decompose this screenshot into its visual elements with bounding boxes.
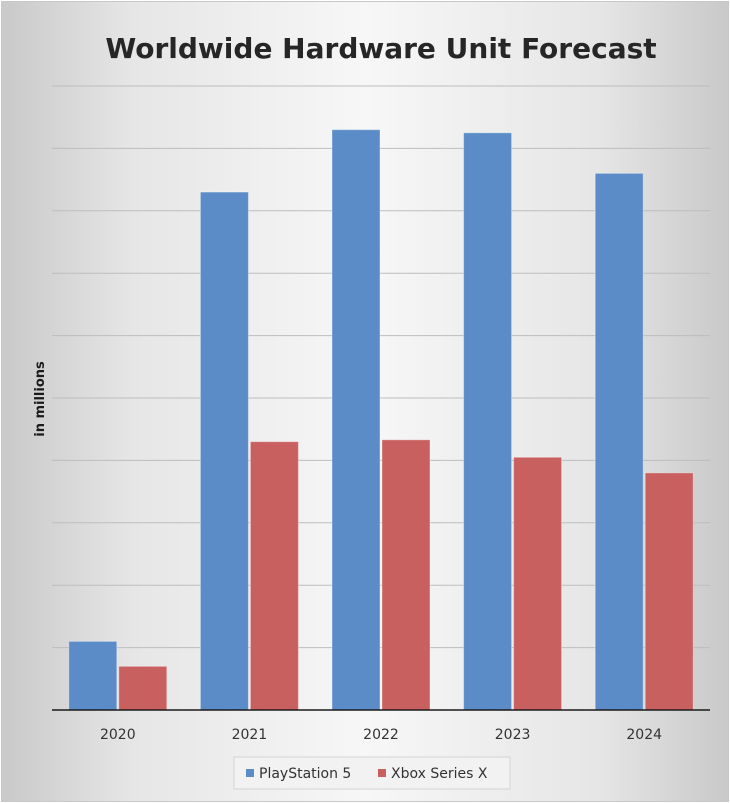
bar-xbox-series-x-2024	[644, 472, 694, 711]
legend-swatch-xbox-series-x	[378, 769, 386, 777]
legend-box	[233, 756, 511, 790]
x-tick-label: 2024	[626, 727, 662, 743]
x-tick-label: 2023	[495, 727, 531, 743]
bar-playstation-5-2021	[199, 191, 249, 711]
gridlines	[52, 85, 710, 649]
legend-label-playstation-5: PlayStation 5	[259, 766, 351, 782]
chart-title: Worldwide Hardware Unit Forecast	[105, 32, 656, 65]
x-tick-label: 2020	[100, 727, 136, 743]
bar-xbox-series-x-2020	[118, 665, 168, 711]
bar-xbox-series-x-2023	[513, 456, 563, 711]
legend: PlayStation 5 Xbox Series X	[233, 756, 511, 790]
bars	[68, 129, 694, 711]
x-tick-label: 2022	[363, 727, 399, 743]
legend-swatch-playstation-5	[246, 769, 254, 777]
bar-xbox-series-x-2022	[381, 439, 431, 711]
bar-playstation-5-2022	[331, 129, 381, 711]
bar-playstation-5-2020	[68, 640, 118, 711]
bar-xbox-series-x-2021	[249, 441, 299, 711]
x-axis-ticks: 2020 2021 2022 2023 2024	[100, 727, 662, 743]
bar-playstation-5-2024	[594, 172, 644, 711]
x-tick-label: 2021	[232, 727, 268, 743]
legend-label-xbox-series-x: Xbox Series X	[391, 766, 488, 782]
y-axis-label: in millions	[33, 361, 48, 437]
bar-playstation-5-2023	[463, 132, 513, 711]
